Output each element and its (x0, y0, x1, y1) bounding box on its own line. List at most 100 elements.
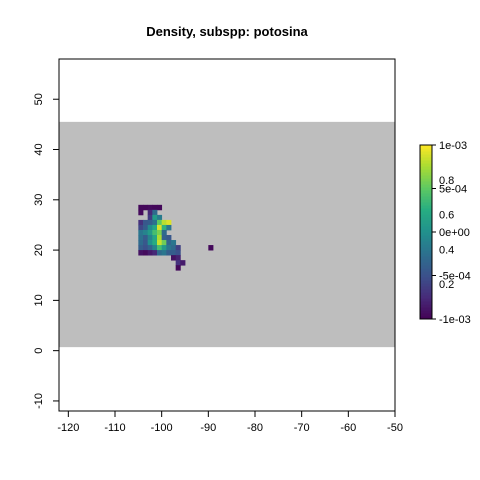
heatmap-cell (175, 245, 181, 251)
colorbar-segment (420, 181, 432, 185)
colorbar-segment (420, 226, 432, 230)
colorbar-segment (420, 262, 432, 266)
colorbar-outer-label: 5e-04 (439, 184, 467, 196)
colorbar-segment (420, 313, 432, 317)
heatmap-cell (143, 219, 149, 226)
heatmap-cell (171, 240, 177, 246)
x-tick-label: -100 (151, 422, 173, 434)
heatmap-cell (175, 255, 181, 261)
heatmap-cell (171, 250, 177, 256)
y-tick-label: 50 (33, 93, 45, 105)
colorbar-segment (420, 148, 432, 152)
heatmap-cell (175, 260, 181, 266)
colorbar-segment (420, 241, 432, 245)
colorbar-outer-label: -5e-04 (439, 271, 471, 283)
colorbar-segment (420, 184, 432, 188)
heatmap-cell (152, 250, 158, 256)
heatmap-cell (157, 214, 163, 221)
heatmap-cell (161, 235, 167, 241)
heatmap-cell (152, 219, 158, 226)
colorbar-segment (420, 205, 432, 209)
colorbar-segment (420, 151, 432, 155)
heatmap-cell (161, 224, 167, 231)
heatmap-cell (171, 255, 177, 261)
heatmap-cell (161, 229, 167, 236)
heatmap-cell (157, 224, 163, 231)
heatmap-cell (157, 229, 163, 236)
heatmap-cell (166, 224, 172, 231)
colorbar-segment (420, 154, 432, 158)
heatmap-cell (143, 229, 149, 236)
colorbar-segment (420, 196, 432, 200)
heatmap-cell (147, 240, 153, 246)
heatmap-cell (152, 229, 158, 236)
x-axis: -120 -110 -100 -90 -80 -70 -60 -50 (57, 410, 403, 434)
colorbar-segment (420, 214, 432, 218)
heatmap-cell (147, 209, 153, 216)
heatmap-cell (157, 204, 163, 211)
colorbar-segment (420, 274, 432, 278)
heatmap-cell (161, 250, 167, 256)
heatmap-cell (157, 235, 163, 241)
colorbar-segment (420, 169, 432, 173)
x-tick-label: -110 (104, 422, 125, 434)
heatmap-cell (138, 240, 144, 246)
colorbar-segment (420, 187, 432, 191)
heatmap-cell (157, 240, 163, 246)
y-tick-label: 40 (33, 143, 45, 155)
x-tick-label: -50 (387, 422, 403, 434)
heatmap-cell (147, 245, 153, 251)
heatmap-cell (138, 250, 144, 256)
heatmap-cell (138, 204, 144, 211)
colorbar-segment (420, 193, 432, 197)
colorbar-segment (420, 229, 432, 233)
colorbar-outer-label: 0e+00 (439, 227, 470, 239)
colorbar-outer-label: 1e-03 (439, 140, 467, 152)
colorbar-segment (420, 265, 432, 269)
heatmap-cell (157, 245, 163, 251)
heatmap-cell (147, 214, 153, 221)
colorbar-segment (420, 277, 432, 281)
heatmap-cell (208, 245, 214, 251)
heatmap-cell (143, 224, 149, 231)
heatmap-cell (143, 235, 149, 241)
heatmap-cell (175, 265, 181, 271)
heatmap-cell (157, 219, 163, 226)
colorbar-segment (420, 310, 432, 314)
heatmap-cell (180, 260, 186, 266)
chart-title: Density, subspp: potosina (146, 24, 308, 39)
colorbar-segment (420, 223, 432, 227)
colorbar-segment (420, 160, 432, 164)
colorbar-segment (420, 307, 432, 311)
heatmap-cell (166, 240, 172, 246)
colorbar-segment (420, 304, 432, 308)
colorbar-segment (420, 202, 432, 206)
colorbar-segment (420, 298, 432, 302)
heatmap-cell (161, 219, 167, 226)
y-axis: -10 0 10 20 30 40 50 (33, 93, 60, 409)
colorbar-segment (420, 301, 432, 305)
heatmap-cell (138, 219, 144, 226)
colorbar-segment (420, 208, 432, 212)
heatmap-cell (166, 245, 172, 251)
colorbar-segment (420, 292, 432, 296)
heatmap-cell (147, 235, 153, 241)
colorbar-segment (420, 259, 432, 263)
colorbar-segment (420, 238, 432, 242)
heatmap-cell (147, 229, 153, 236)
colorbar-segment (420, 190, 432, 194)
heatmap-cell (152, 235, 158, 241)
heatmap-cell (152, 204, 158, 211)
x-tick-label: -70 (294, 422, 310, 434)
heatmap-cell (143, 245, 149, 251)
heatmap-cell (147, 204, 153, 211)
colorbar-segment (420, 295, 432, 299)
heatmap-cell (138, 245, 144, 251)
heatmap-cell (147, 224, 153, 231)
heatmap-cell (147, 219, 153, 226)
y-tick-label: 0 (33, 348, 45, 354)
colorbar-inner-label: 0.2 (439, 279, 454, 291)
colorbar-legend: -1e-03 -5e-04 0e+00 5e-04 1e-03 0.2 0.4 0.6 0.8 (419, 140, 471, 326)
heatmap-cell (166, 250, 172, 256)
